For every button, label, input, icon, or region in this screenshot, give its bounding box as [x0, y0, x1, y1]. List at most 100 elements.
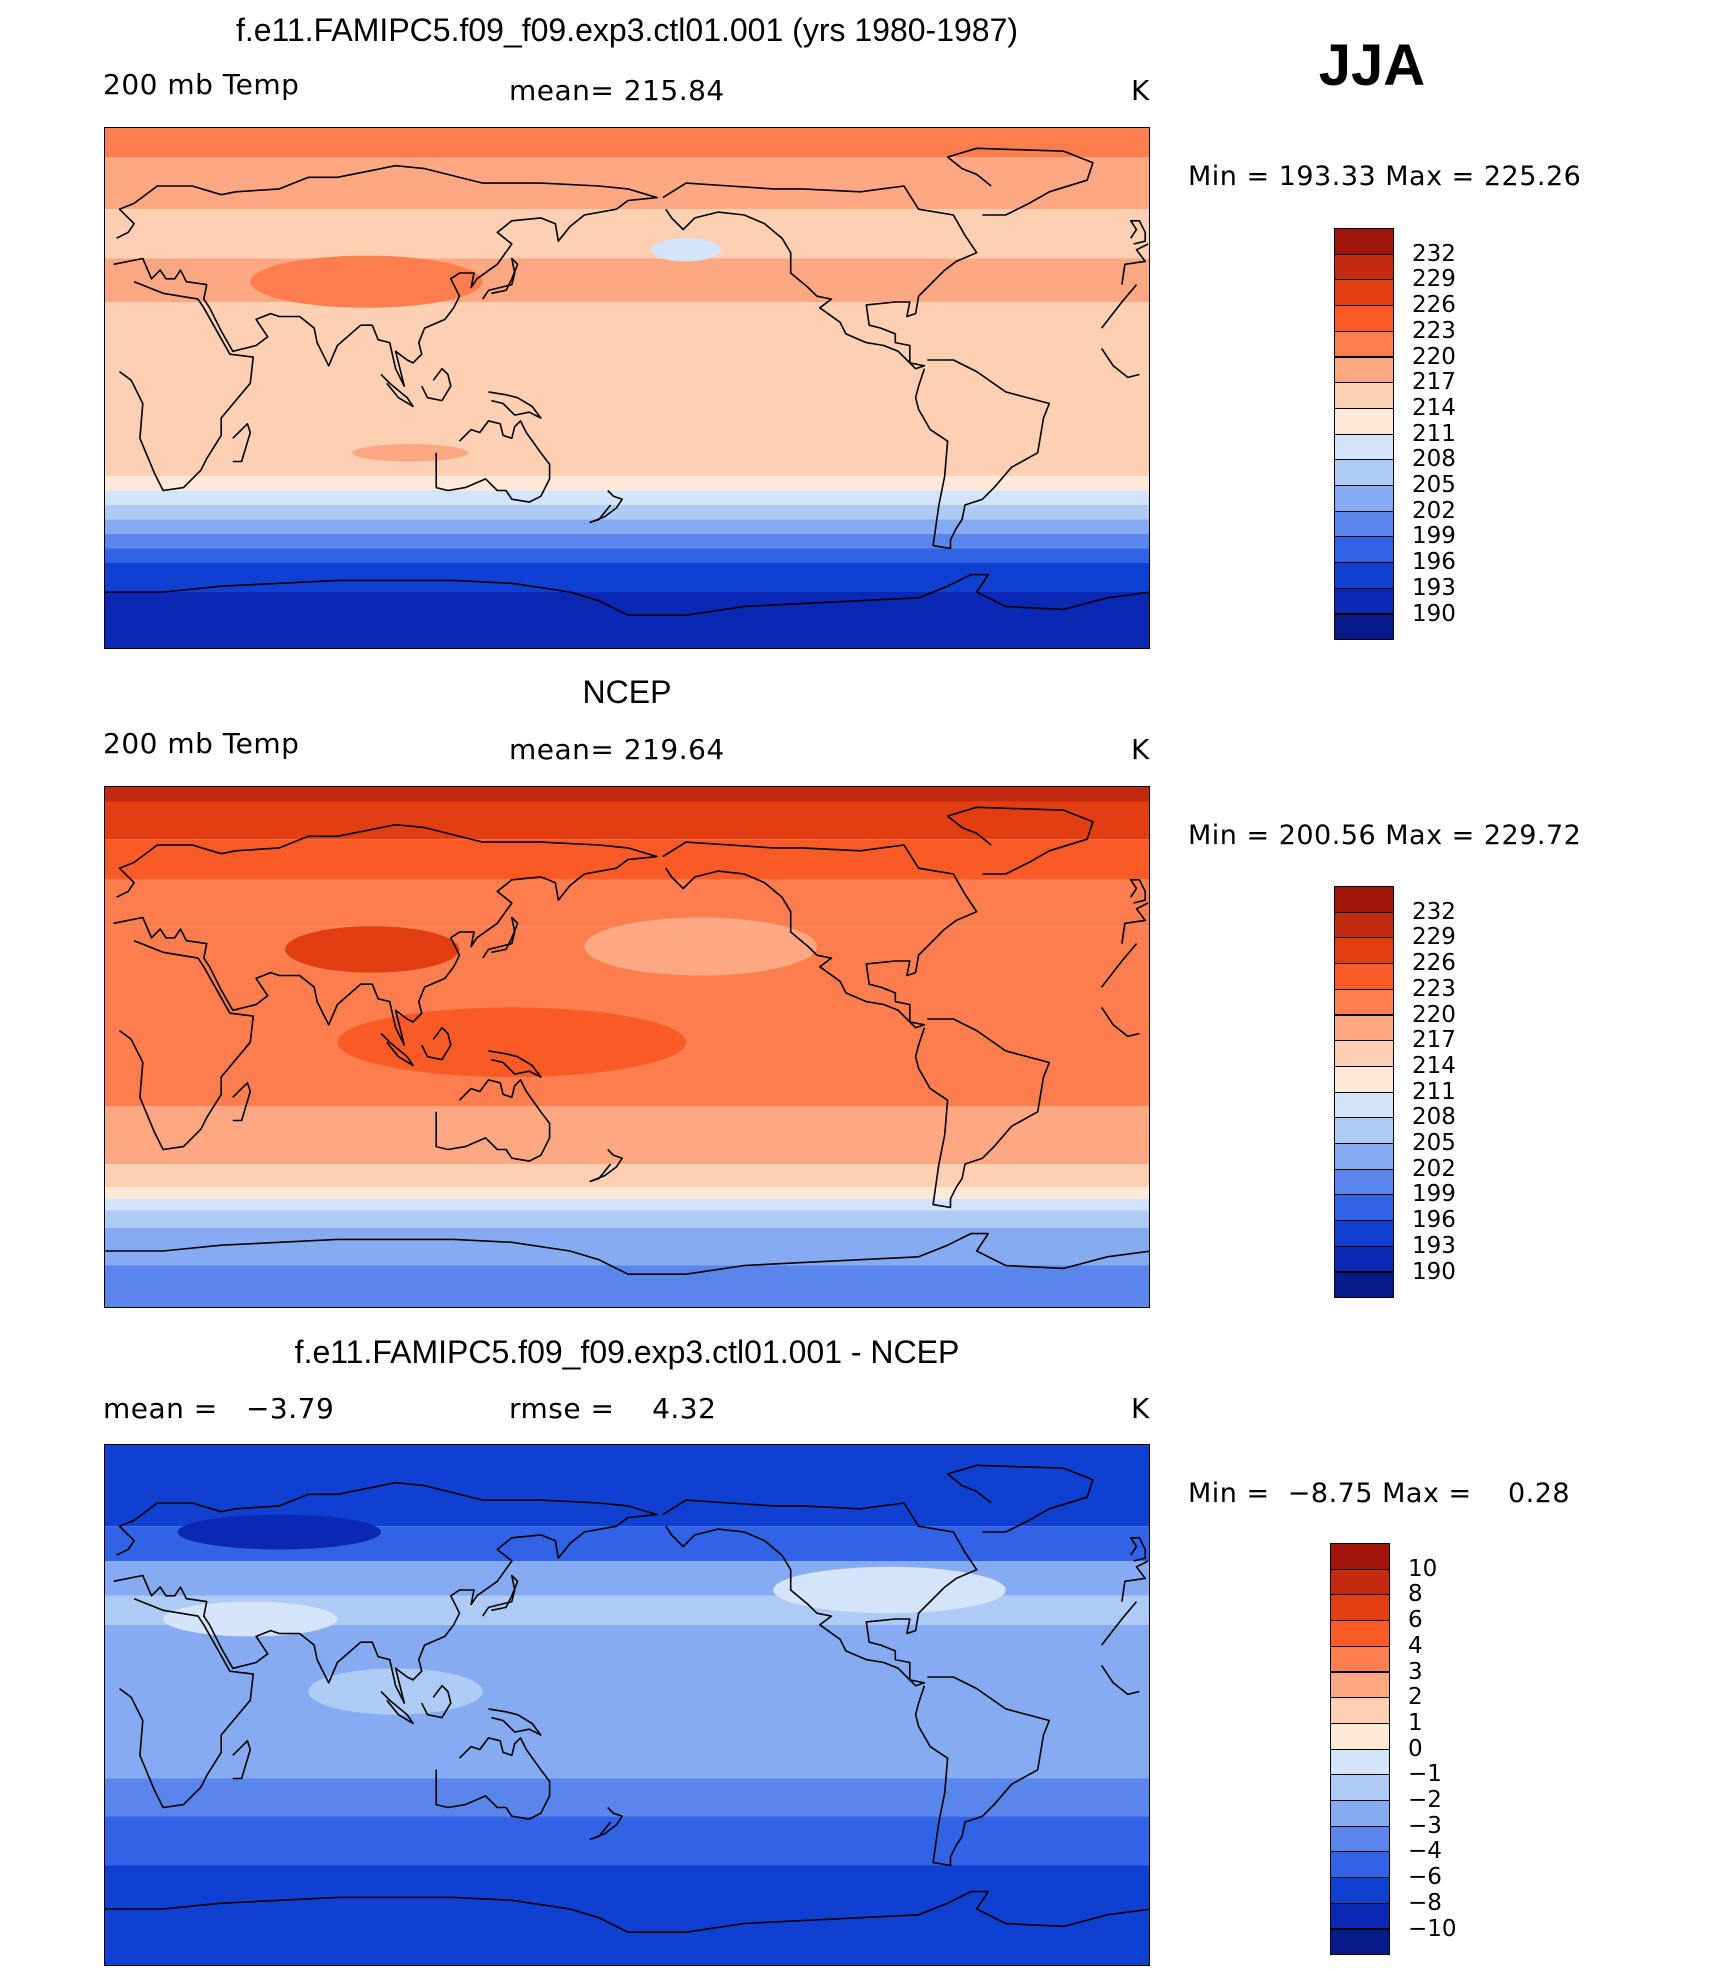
contour-band	[105, 1624, 1149, 1779]
colorbar-swatch	[1334, 1271, 1394, 1299]
colorbar-tick-label: −1	[1408, 1761, 1442, 1788]
colorbar-swatch	[1330, 1620, 1390, 1647]
panel-2-left-label: 200 mb Temp	[103, 727, 300, 760]
coastline-northamerica	[662, 182, 978, 370]
coastline-newguinea	[488, 1708, 542, 1736]
colorbar-swatch	[1334, 937, 1394, 965]
coastline-southamerica	[914, 359, 1051, 550]
colorbar-tick-label: 0	[1408, 1735, 1423, 1762]
contour-band	[105, 302, 1149, 476]
contour-band	[105, 209, 1149, 259]
colorbar-swatch	[1334, 1220, 1394, 1247]
contour-band	[105, 128, 1149, 157]
coastline-africa	[119, 939, 254, 1151]
colorbar-tick-label: 211	[1412, 420, 1456, 447]
coastline-sumatra	[380, 1690, 414, 1725]
colorbar-swatch	[1334, 886, 1394, 913]
coastline-madagascar	[232, 423, 252, 463]
colorbar-swatch	[1330, 1594, 1390, 1622]
contour-feature	[250, 255, 483, 308]
contour-band	[105, 1265, 1149, 1307]
colorbar-swatch	[1334, 613, 1394, 641]
coastline-borneo	[420, 1684, 452, 1719]
colorbar-tick-label: −2	[1408, 1787, 1442, 1813]
colorbar-tick-label: 229	[1412, 266, 1456, 293]
colorbar-tick-label: 202	[1412, 497, 1456, 524]
colorbar-tick-label: 220	[1412, 343, 1456, 370]
coastline-antarctica	[105, 1232, 1149, 1275]
contour-band	[105, 1816, 1149, 1866]
contour-band	[105, 1865, 1149, 1965]
coastline-borneo	[420, 367, 452, 402]
contour-feature	[651, 238, 721, 262]
contour-band	[105, 1164, 1149, 1188]
coastline-africa	[1100, 1664, 1140, 1696]
colorbar-swatch	[1334, 1065, 1394, 1093]
colorbar-swatch	[1334, 1194, 1394, 1222]
coastline-africa	[119, 280, 254, 492]
coastline-greenland	[946, 1464, 1094, 1533]
panel-2-map	[104, 786, 1150, 1308]
coastline-antarctica	[105, 1890, 1149, 1933]
panel-3-left-label: mean = −3.79	[103, 1392, 335, 1425]
colorbar-swatch	[1334, 1091, 1394, 1119]
coastline-southamerica	[914, 1676, 1051, 1867]
colorbar-tick-label: 4	[1408, 1632, 1423, 1659]
colorbar-swatch	[1330, 1928, 1390, 1956]
coastline-sumatra	[380, 373, 414, 408]
colorbar-tick-label: 223	[1412, 317, 1456, 344]
contour-feature	[773, 1566, 1006, 1614]
colorbar-tick-label: 217	[1412, 1027, 1456, 1054]
colorbar-tick-label: 8	[1408, 1581, 1423, 1608]
colorbar-swatch	[1330, 1748, 1390, 1776]
colorbar-swatch	[1334, 228, 1394, 255]
colorbar-tick-label: 199	[1412, 1181, 1456, 1208]
colorbar-swatch	[1334, 433, 1394, 461]
colorbar-swatch	[1334, 356, 1394, 384]
colorbar-swatch	[1330, 1800, 1390, 1827]
panel-3-minmax: Min = −8.75 Max = 0.28	[1188, 1478, 1571, 1509]
colorbar-swatch	[1334, 1117, 1394, 1144]
colorbar-swatch	[1330, 1645, 1390, 1673]
colorbar-tick-label: 211	[1412, 1078, 1456, 1105]
colorbar-swatch	[1334, 1168, 1394, 1196]
colorbar-swatch	[1334, 1014, 1394, 1042]
colorbar-swatch	[1334, 407, 1394, 435]
panel-1-colorbar: 232 229 226 223 220 217 214 211 208 205 202 199 196 1…	[1334, 228, 1456, 641]
contour-band	[105, 1106, 1149, 1164]
colorbar-tick-label: 214	[1412, 1052, 1456, 1079]
coastline-madagascar	[232, 1082, 252, 1122]
coastline-japan	[482, 1574, 519, 1617]
colorbar-tick-label: 229	[1412, 924, 1456, 951]
contour-feature	[351, 444, 469, 462]
colorbar-swatch	[1334, 485, 1394, 512]
panel-2-center-label: mean= 219.64	[509, 733, 725, 766]
coastline-britain	[1129, 879, 1146, 904]
colorbar-swatch	[1334, 330, 1394, 358]
panel-3-units: K	[1131, 1392, 1150, 1425]
colorbar-tick-label: −10	[1408, 1915, 1457, 1942]
coastline-australia	[435, 1079, 551, 1162]
colorbar-swatch	[1334, 587, 1394, 615]
colorbar-swatch	[1334, 963, 1394, 990]
coastline-africa	[1100, 943, 1138, 988]
coastline-africa	[1100, 347, 1140, 379]
contour-band	[105, 1198, 1149, 1211]
contour-feature	[177, 1514, 382, 1550]
coastline-australia	[435, 1737, 551, 1820]
coastline-eurasia	[113, 823, 658, 1046]
coastline-britain	[1129, 1537, 1146, 1562]
colorbar-swatch	[1334, 911, 1394, 939]
colorbar-swatch	[1330, 1877, 1390, 1904]
colorbar-swatch	[1330, 1722, 1390, 1750]
colorbar-tick-label: 232	[1412, 898, 1456, 925]
colorbar-tick-label: 6	[1408, 1607, 1423, 1634]
colorbar-tick-label: 199	[1412, 523, 1456, 550]
contour-feature	[584, 917, 817, 976]
colorbar-swatch	[1334, 510, 1394, 538]
coastline-africa	[1100, 1601, 1138, 1646]
colorbar-tick-label: 196	[1412, 549, 1456, 576]
colorbar-tick-label: 205	[1412, 472, 1456, 498]
coastline-eurasia	[113, 164, 658, 387]
contour-feature	[337, 1007, 687, 1077]
